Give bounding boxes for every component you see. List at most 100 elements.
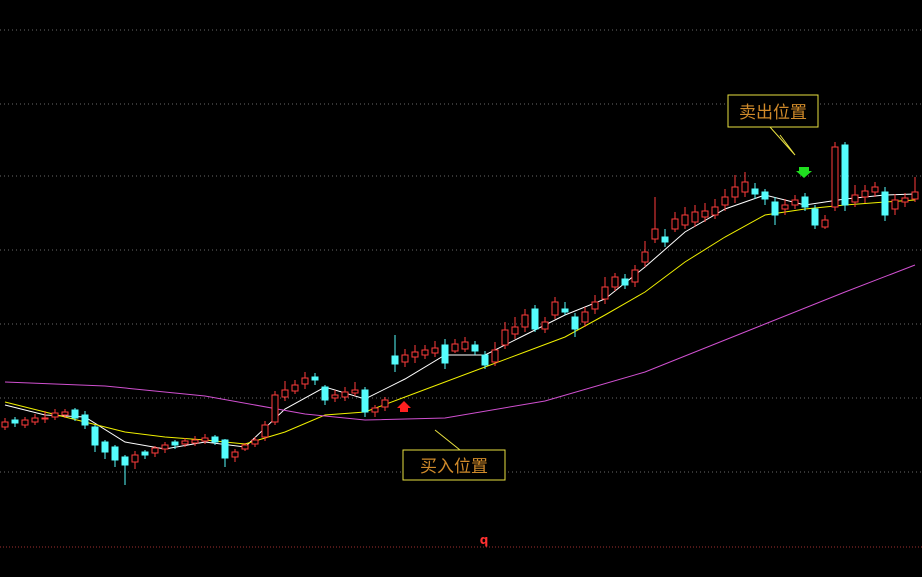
candle-body	[341, 391, 349, 398]
candle-body	[141, 451, 149, 456]
candle-body	[91, 426, 99, 446]
candle-body	[811, 208, 819, 226]
candle-body	[451, 343, 459, 352]
candle-body	[191, 439, 199, 444]
candle-body	[791, 199, 799, 206]
candle-body	[701, 210, 709, 218]
candle-body	[661, 236, 669, 243]
candle-body	[551, 301, 559, 316]
candle-body	[631, 269, 639, 283]
candle-body	[11, 419, 19, 424]
sell-box	[727, 94, 819, 128]
candle-body	[391, 355, 399, 365]
candle-body	[151, 447, 159, 454]
sell-arrow	[796, 167, 812, 178]
candle-body	[161, 444, 169, 450]
candle-body	[501, 329, 509, 346]
candle-body	[461, 341, 469, 350]
candle-body	[51, 412, 59, 418]
buy-label: 买入位置	[420, 457, 488, 477]
candle-body	[431, 347, 439, 354]
candle-body	[861, 190, 869, 198]
candle-body	[81, 414, 89, 426]
buy-box	[402, 449, 506, 481]
candle-body	[61, 411, 69, 416]
candle-body	[751, 188, 759, 195]
candle-body	[401, 354, 409, 363]
candle-body	[471, 344, 479, 352]
candle-body	[351, 389, 359, 394]
candle-body	[741, 181, 749, 193]
candle-body	[541, 321, 549, 330]
candle-body	[601, 286, 609, 300]
candle-body	[261, 424, 269, 438]
candle-body	[131, 454, 139, 463]
candle-body	[711, 206, 719, 216]
candle-body	[671, 218, 679, 230]
candle-body	[111, 446, 119, 461]
candle-body	[181, 440, 189, 445]
candle-body	[611, 276, 619, 288]
candle-body	[901, 197, 909, 203]
candle-body	[1, 421, 9, 428]
candle-body	[321, 386, 329, 401]
candle-body	[801, 196, 809, 208]
candle-body	[911, 191, 919, 200]
candle-body	[331, 394, 339, 399]
plot	[1, 142, 919, 485]
candle-body	[771, 201, 779, 216]
candle-body	[21, 419, 29, 426]
sell-pointer	[769, 126, 796, 156]
candle-body	[301, 377, 309, 385]
sell-label: 卖出位置	[739, 103, 807, 123]
candle-body	[481, 354, 489, 366]
candle-body	[871, 186, 879, 193]
candle-body	[691, 211, 699, 223]
candle-body	[581, 311, 589, 323]
candle-body	[641, 251, 649, 263]
candle-body	[271, 394, 279, 423]
candle-body	[851, 194, 859, 203]
buy-pointer	[434, 429, 462, 451]
candle-body	[591, 301, 599, 310]
candle-body	[621, 278, 629, 286]
candle-body	[241, 444, 249, 450]
buy-arrow	[397, 401, 411, 412]
candle-body	[831, 146, 839, 208]
candle-body	[891, 199, 899, 210]
candle-body	[291, 384, 299, 392]
moving-average	[4, 264, 916, 421]
candle-body	[411, 351, 419, 358]
candle-body	[221, 439, 229, 459]
candle-body	[211, 436, 219, 443]
candle-body	[511, 326, 519, 335]
candle-body	[441, 344, 449, 364]
candle-body	[251, 439, 259, 445]
candle-body	[281, 389, 289, 398]
candle-body	[841, 144, 849, 206]
candle-body	[171, 441, 179, 446]
candle-body	[201, 437, 209, 442]
candle-body	[561, 308, 569, 313]
candle-body	[781, 204, 789, 210]
candle-body	[371, 407, 379, 413]
candle-body	[421, 349, 429, 356]
candle-body	[71, 409, 79, 419]
candle-body	[731, 186, 739, 198]
candle-body	[761, 191, 769, 200]
candle-body	[121, 456, 129, 466]
candle-body	[361, 389, 369, 413]
candle-body	[521, 314, 529, 328]
candle-body	[231, 451, 239, 458]
candle-body	[101, 441, 109, 453]
candle-body	[821, 219, 829, 228]
candle-body	[681, 214, 689, 226]
candle-body	[31, 417, 39, 423]
candle-body	[41, 417, 49, 420]
candle-body	[571, 316, 579, 330]
candle-body	[881, 191, 889, 216]
candle-body	[721, 196, 729, 206]
marker-label: q	[480, 533, 489, 547]
